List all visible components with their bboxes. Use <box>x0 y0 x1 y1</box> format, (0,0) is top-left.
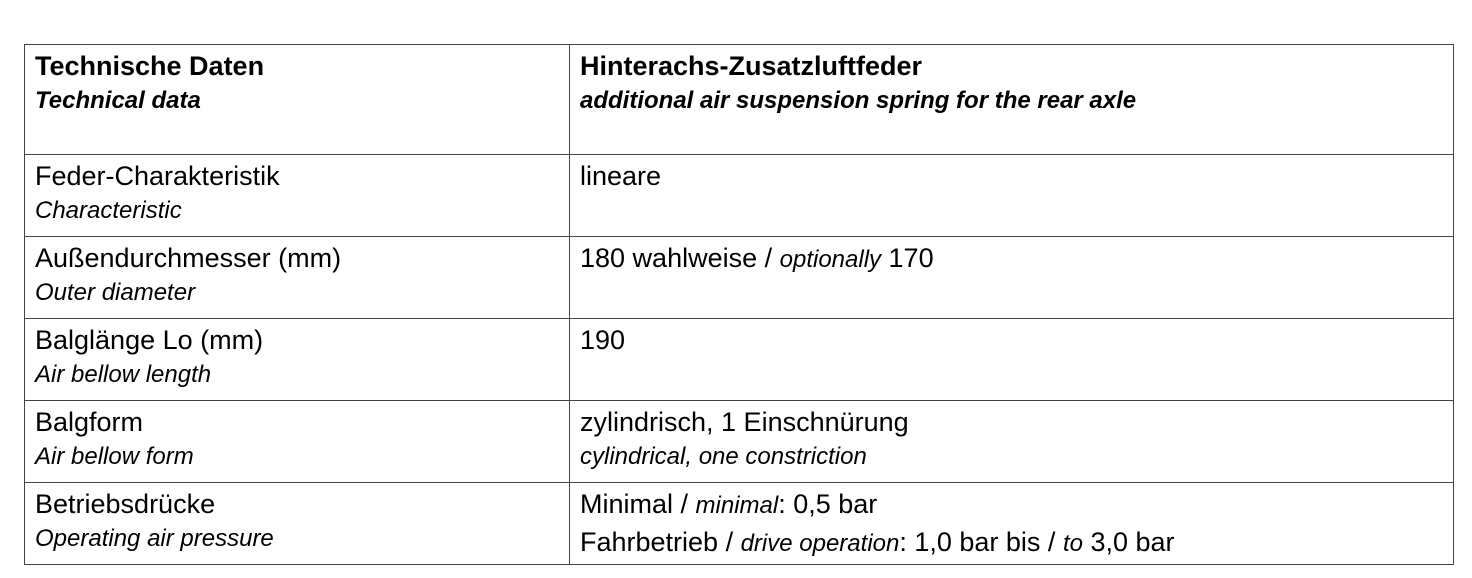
label-cell: Außendurchmesser (mm) Outer diameter <box>24 236 570 319</box>
value-part: 170 <box>881 243 934 273</box>
value-part-en: to <box>1062 530 1083 557</box>
header-right-en: additional air suspension spring for the… <box>580 87 1137 114</box>
value-part-en: drive operation <box>740 530 900 557</box>
value-part: : 0,5 bar <box>778 489 878 519</box>
label-de: Balglänge Lo (mm) <box>35 325 264 355</box>
value-cell: Minimal / minimal: 0,5 bar Fahrbetrieb /… <box>569 482 1454 565</box>
table-row: Außendurchmesser (mm) Outer diameter 180… <box>24 236 1454 319</box>
header-right-de: Hinterachs-Zusatzluftfeder <box>580 51 923 81</box>
table-row: Balglänge Lo (mm) Air bellow length 190 <box>24 318 1454 401</box>
value-part: 3,0 bar <box>1082 527 1175 557</box>
label-de: Betriebsdrücke <box>35 489 216 519</box>
header-row: Technische Daten Technical data Hinterac… <box>24 44 1454 155</box>
value-part: Fahrbetrieb / <box>580 527 741 557</box>
value-part-en: minimal <box>695 492 779 519</box>
value-de: zylindrisch, 1 Einschnürung <box>580 407 909 437</box>
header-left-en: Technical data <box>35 87 201 114</box>
table-row: Feder-Charakteristik Characteristic line… <box>24 154 1454 237</box>
label-en: Outer diameter <box>35 279 196 306</box>
value-part: 180 wahlweise / <box>580 243 780 273</box>
label-cell: Balglänge Lo (mm) Air bellow length <box>24 318 570 401</box>
value-cell: 190 <box>569 318 1454 401</box>
technical-data-table: Technische Daten Technical data Hinterac… <box>24 44 1454 565</box>
value-part: : 1,0 bar bis / <box>899 527 1063 557</box>
value: lineare <box>580 161 662 191</box>
value-line-1: Minimal / minimal: 0,5 bar <box>580 486 1443 524</box>
table-row: Balgform Air bellow form zylindrisch, 1 … <box>24 400 1454 483</box>
value: 180 wahlweise / optionally 170 <box>580 240 1443 278</box>
label-en: Air bellow length <box>35 361 212 388</box>
header-cell-right: Hinterachs-Zusatzluftfeder additional ai… <box>569 44 1454 155</box>
label-cell: Betriebsdrücke Operating air pressure <box>24 482 570 565</box>
value-en: cylindrical, one constriction <box>580 443 867 470</box>
header-left-de: Technische Daten <box>35 51 265 81</box>
label-de: Balgform <box>35 407 144 437</box>
value: 190 <box>580 325 626 355</box>
value-cell: 180 wahlweise / optionally 170 <box>569 236 1454 319</box>
table-row: Betriebsdrücke Operating air pressure Mi… <box>24 482 1454 565</box>
label-en: Characteristic <box>35 197 182 224</box>
label-en: Air bellow form <box>35 443 194 470</box>
value-line-2: Fahrbetrieb / drive operation: 1,0 bar b… <box>580 524 1443 562</box>
value-part-en: optionally <box>779 246 882 273</box>
label-de: Außendurchmesser (mm) <box>35 243 342 273</box>
label-cell: Balgform Air bellow form <box>24 400 570 483</box>
label-de: Feder-Charakteristik <box>35 161 280 191</box>
value-cell: zylindrisch, 1 Einschnürung cylindrical,… <box>569 400 1454 483</box>
header-cell-left: Technische Daten Technical data <box>24 44 570 155</box>
value-cell: lineare <box>569 154 1454 237</box>
value-part: Minimal / <box>580 489 696 519</box>
label-cell: Feder-Charakteristik Characteristic <box>24 154 570 237</box>
label-en: Operating air pressure <box>35 525 274 552</box>
